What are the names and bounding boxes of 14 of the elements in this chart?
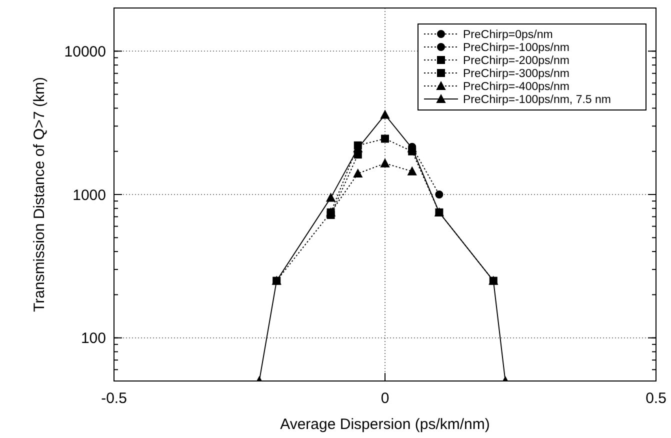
x-tick-label: -0.5 [101, 390, 127, 407]
legend-label: PreChirp=-100ps/nm, 7.5 nm [463, 94, 611, 106]
y-tick-label: 1000 [72, 186, 106, 204]
y-tick-label: 100 [80, 330, 106, 348]
y-tick-label: 10000 [64, 43, 106, 60]
legend-label: PreChirp=0ps/nm [463, 29, 553, 42]
legend-label: PreChirp=-200ps/nm [463, 55, 570, 68]
x-tick-label: 0.5 [646, 390, 666, 407]
legend-label: PreChirp=-100ps/nm [463, 42, 570, 54]
legend-label: PreChirp=-300ps/nm [463, 68, 570, 80]
y-axis-title: Transmission Distance of Q>7 (km) [31, 77, 48, 312]
x-tick-label: 0 [380, 390, 390, 407]
x-axis-title: Average Dispersion (ps/km/nm) [280, 416, 490, 433]
legend-label: PreChirp=-400ps/nm [463, 81, 570, 94]
